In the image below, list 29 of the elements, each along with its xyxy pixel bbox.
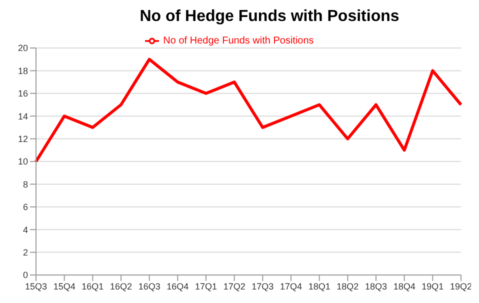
y-tick-label: 16: [18, 88, 28, 99]
x-tick-label: 18Q4: [393, 281, 416, 292]
y-tick-label: 0: [22, 270, 28, 280]
x-tick-label: 17Q3: [252, 281, 274, 292]
x-tick-label: 15Q3: [24, 281, 48, 292]
chart-title: No of Hedge Funds with Positions: [138, 8, 400, 27]
x-tick-label: 17Q1: [194, 281, 218, 292]
y-tick-label: 18: [18, 66, 28, 76]
legend-label: No of Hedge Funds with Positions: [163, 36, 314, 47]
y-tick-label: 6: [22, 202, 28, 212]
x-tick-label: 17Q4: [280, 281, 302, 292]
x-tick-label: 18Q3: [364, 281, 388, 292]
x-tick-label: 16Q2: [110, 281, 132, 292]
line-series: [34, 58, 462, 163]
x-tick-label: 18Q1: [308, 281, 330, 292]
x-tick-label: 16Q4: [166, 281, 189, 292]
y-tick-label: 12: [18, 134, 28, 144]
x-tick-label: 17Q2: [223, 281, 246, 292]
x-tick-label: 16Q3: [138, 281, 160, 292]
y-tick-label: 2: [22, 247, 28, 258]
y-tick-label: 8: [22, 179, 28, 190]
x-tick-label: 18Q2: [336, 281, 359, 292]
y-tick-label: 14: [18, 111, 28, 122]
x-tick-label: 16Q1: [82, 281, 104, 292]
y-tick-label: 20: [18, 43, 28, 54]
y-tick-label: 10: [18, 156, 28, 167]
x-tick-label: 15Q4: [53, 281, 76, 292]
x-tick-label: 19Q1: [422, 281, 444, 292]
y-tick-label: 4: [22, 224, 28, 235]
